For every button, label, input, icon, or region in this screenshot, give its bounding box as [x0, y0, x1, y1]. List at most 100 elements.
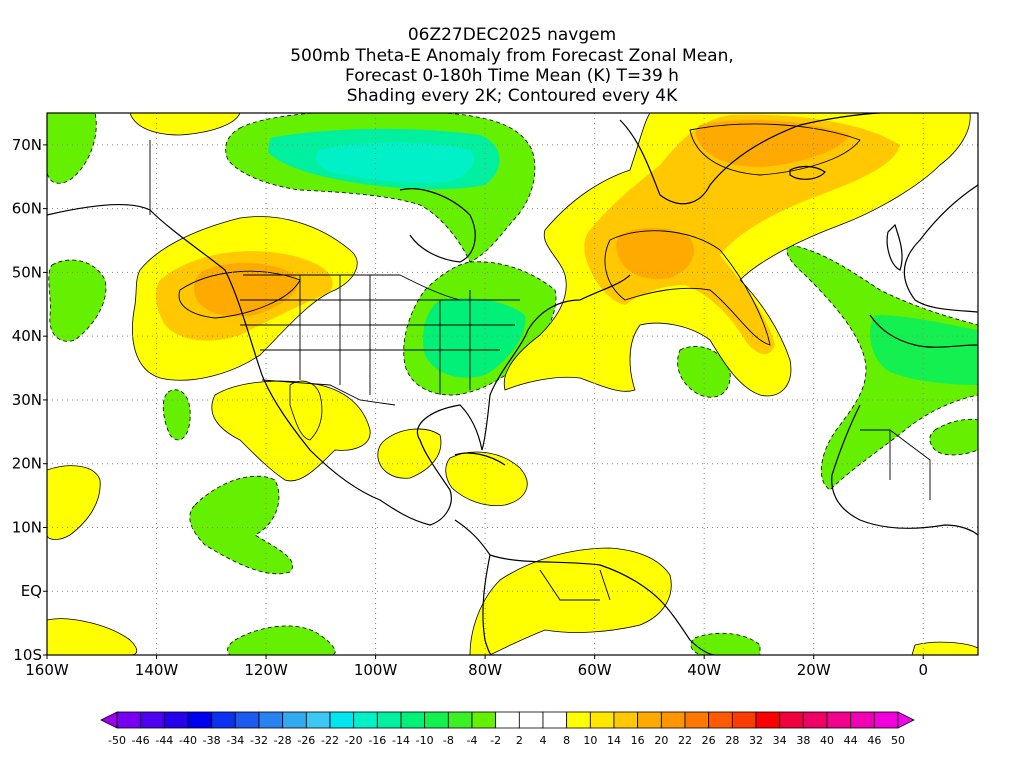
colorbar-box — [708, 711, 733, 729]
coastlines — [47, 113, 978, 655]
political-borders — [149, 140, 931, 601]
colorbar-box — [211, 711, 236, 729]
lat-tick-label: 10S — [13, 646, 42, 664]
colorbar-label: -10 — [416, 734, 434, 747]
contour-atlantic — [604, 230, 771, 346]
shade-europe-negative — [786, 244, 978, 491]
colorbar-label: 20 — [654, 734, 668, 747]
shade-africa-negative — [929, 418, 978, 456]
lon-tick-label: 80W — [468, 661, 502, 679]
colorbar-box — [684, 711, 710, 729]
border-us-states — [240, 275, 410, 395]
colorbar-label: -46 — [132, 734, 150, 747]
border-us-canada — [243, 274, 461, 301]
coast-hudson — [399, 188, 476, 263]
colorbar-label: -34 — [226, 734, 244, 747]
colorbar-label: -50 — [108, 734, 126, 747]
lat-tick-label: 50N — [12, 263, 42, 281]
shade-pacific-negative-3 — [189, 475, 293, 575]
colorbar-high-arrow — [897, 711, 915, 729]
colorbar-label: -20 — [345, 734, 363, 747]
colorbar-label: 8 — [563, 734, 570, 747]
colorbar-label: -28 — [274, 734, 292, 747]
colorbar-box — [850, 711, 875, 729]
shade-atlantic-deep — [616, 227, 694, 280]
border-africa — [860, 429, 931, 500]
coast-uk — [886, 223, 903, 271]
title-line-4: Shading every 2K; Contoured every 4K — [347, 86, 678, 106]
shade-south-pacific-negative — [227, 625, 336, 655]
colorbar-label: 16 — [631, 734, 645, 747]
colorbar-box — [400, 711, 426, 729]
colorbar-box — [613, 711, 639, 729]
colorbar-box — [329, 711, 355, 729]
shade-mexico-positive — [289, 380, 323, 441]
lon-tick-label: 40W — [687, 661, 721, 679]
anomaly-shading — [47, 113, 978, 655]
colorbar-box — [424, 711, 449, 729]
colorbar-box — [163, 711, 189, 729]
colorbar-label: -22 — [321, 734, 339, 747]
shade-south-positive-2 — [911, 641, 978, 655]
shade-greenland-deep — [695, 120, 850, 167]
shade-pacific-negative-2 — [47, 113, 97, 184]
colorbar-box — [660, 711, 686, 729]
colorbar-label: 46 — [867, 734, 881, 747]
shade-caribbean-positive-2 — [445, 451, 528, 507]
shade-atlantic-negative-2 — [690, 632, 761, 655]
colorbar-label: -32 — [250, 734, 268, 747]
colorbar-box — [471, 711, 497, 729]
coast-south-america — [454, 519, 716, 655]
colorbar-box — [376, 711, 402, 729]
colorbar-label: -44 — [155, 734, 173, 747]
colorbar-label: 2 — [516, 734, 523, 747]
coast-europe — [903, 184, 978, 313]
lon-tick-label: 20W — [797, 661, 831, 679]
colorbar-label: -2 — [490, 734, 501, 747]
colorbar-box — [755, 711, 781, 729]
colorbar-box — [637, 711, 662, 729]
colorbar-box — [731, 711, 757, 729]
shade-east-us-core — [423, 298, 526, 378]
colorbar-low-arrow — [100, 711, 118, 729]
colorbar-label: -14 — [392, 734, 410, 747]
latitude-labels: 70N 60N 50N 40N 30N 20N 10N EQ 10S — [12, 136, 47, 664]
colorbar-label: 14 — [607, 734, 621, 747]
colorbar-box — [140, 711, 165, 729]
lon-tick-label: 60W — [578, 661, 612, 679]
lon-tick-label: 120W — [244, 661, 288, 679]
colorbar-label: 50 — [891, 734, 905, 747]
lat-tick-label: 70N — [12, 136, 42, 154]
coast-north-america — [47, 203, 631, 526]
colorbar-label: 32 — [749, 734, 763, 747]
title-line-2: 500mb Theta-E Anomaly from Forecast Zona… — [290, 46, 734, 66]
lon-tick-label: 0 — [918, 661, 928, 679]
colorbar-label: 34 — [773, 734, 787, 747]
shade-europe-core — [870, 315, 978, 385]
shade-greenland-orange — [584, 114, 900, 355]
lon-tick-label: 100W — [354, 661, 398, 679]
lon-tick-label: 140W — [135, 661, 179, 679]
coast-iceland — [789, 165, 826, 180]
colorbar-box — [282, 711, 307, 729]
colorbar-box — [826, 711, 852, 729]
colorbar-box — [116, 711, 142, 729]
shade-atlantic-positive — [503, 113, 971, 397]
shade-pacific-negative-1 — [48, 259, 107, 342]
border-south-america — [539, 569, 611, 601]
colorbar-box — [779, 711, 804, 729]
colorbar-box — [542, 711, 568, 729]
shade-caribbean-positive — [377, 428, 442, 479]
coast-south-america-west — [482, 554, 493, 655]
colorbar-box — [518, 711, 544, 729]
lon-tick-label: 160W — [25, 661, 69, 679]
coast-cuba — [454, 452, 506, 466]
colorbar-box — [802, 711, 828, 729]
lat-tick-label: 60N — [12, 200, 42, 218]
colorbar-box — [187, 711, 213, 729]
colorbar-label: -26 — [297, 734, 315, 747]
colorbar-box — [305, 711, 331, 729]
colorbar-box — [234, 711, 260, 729]
colorbar-box — [447, 711, 473, 729]
